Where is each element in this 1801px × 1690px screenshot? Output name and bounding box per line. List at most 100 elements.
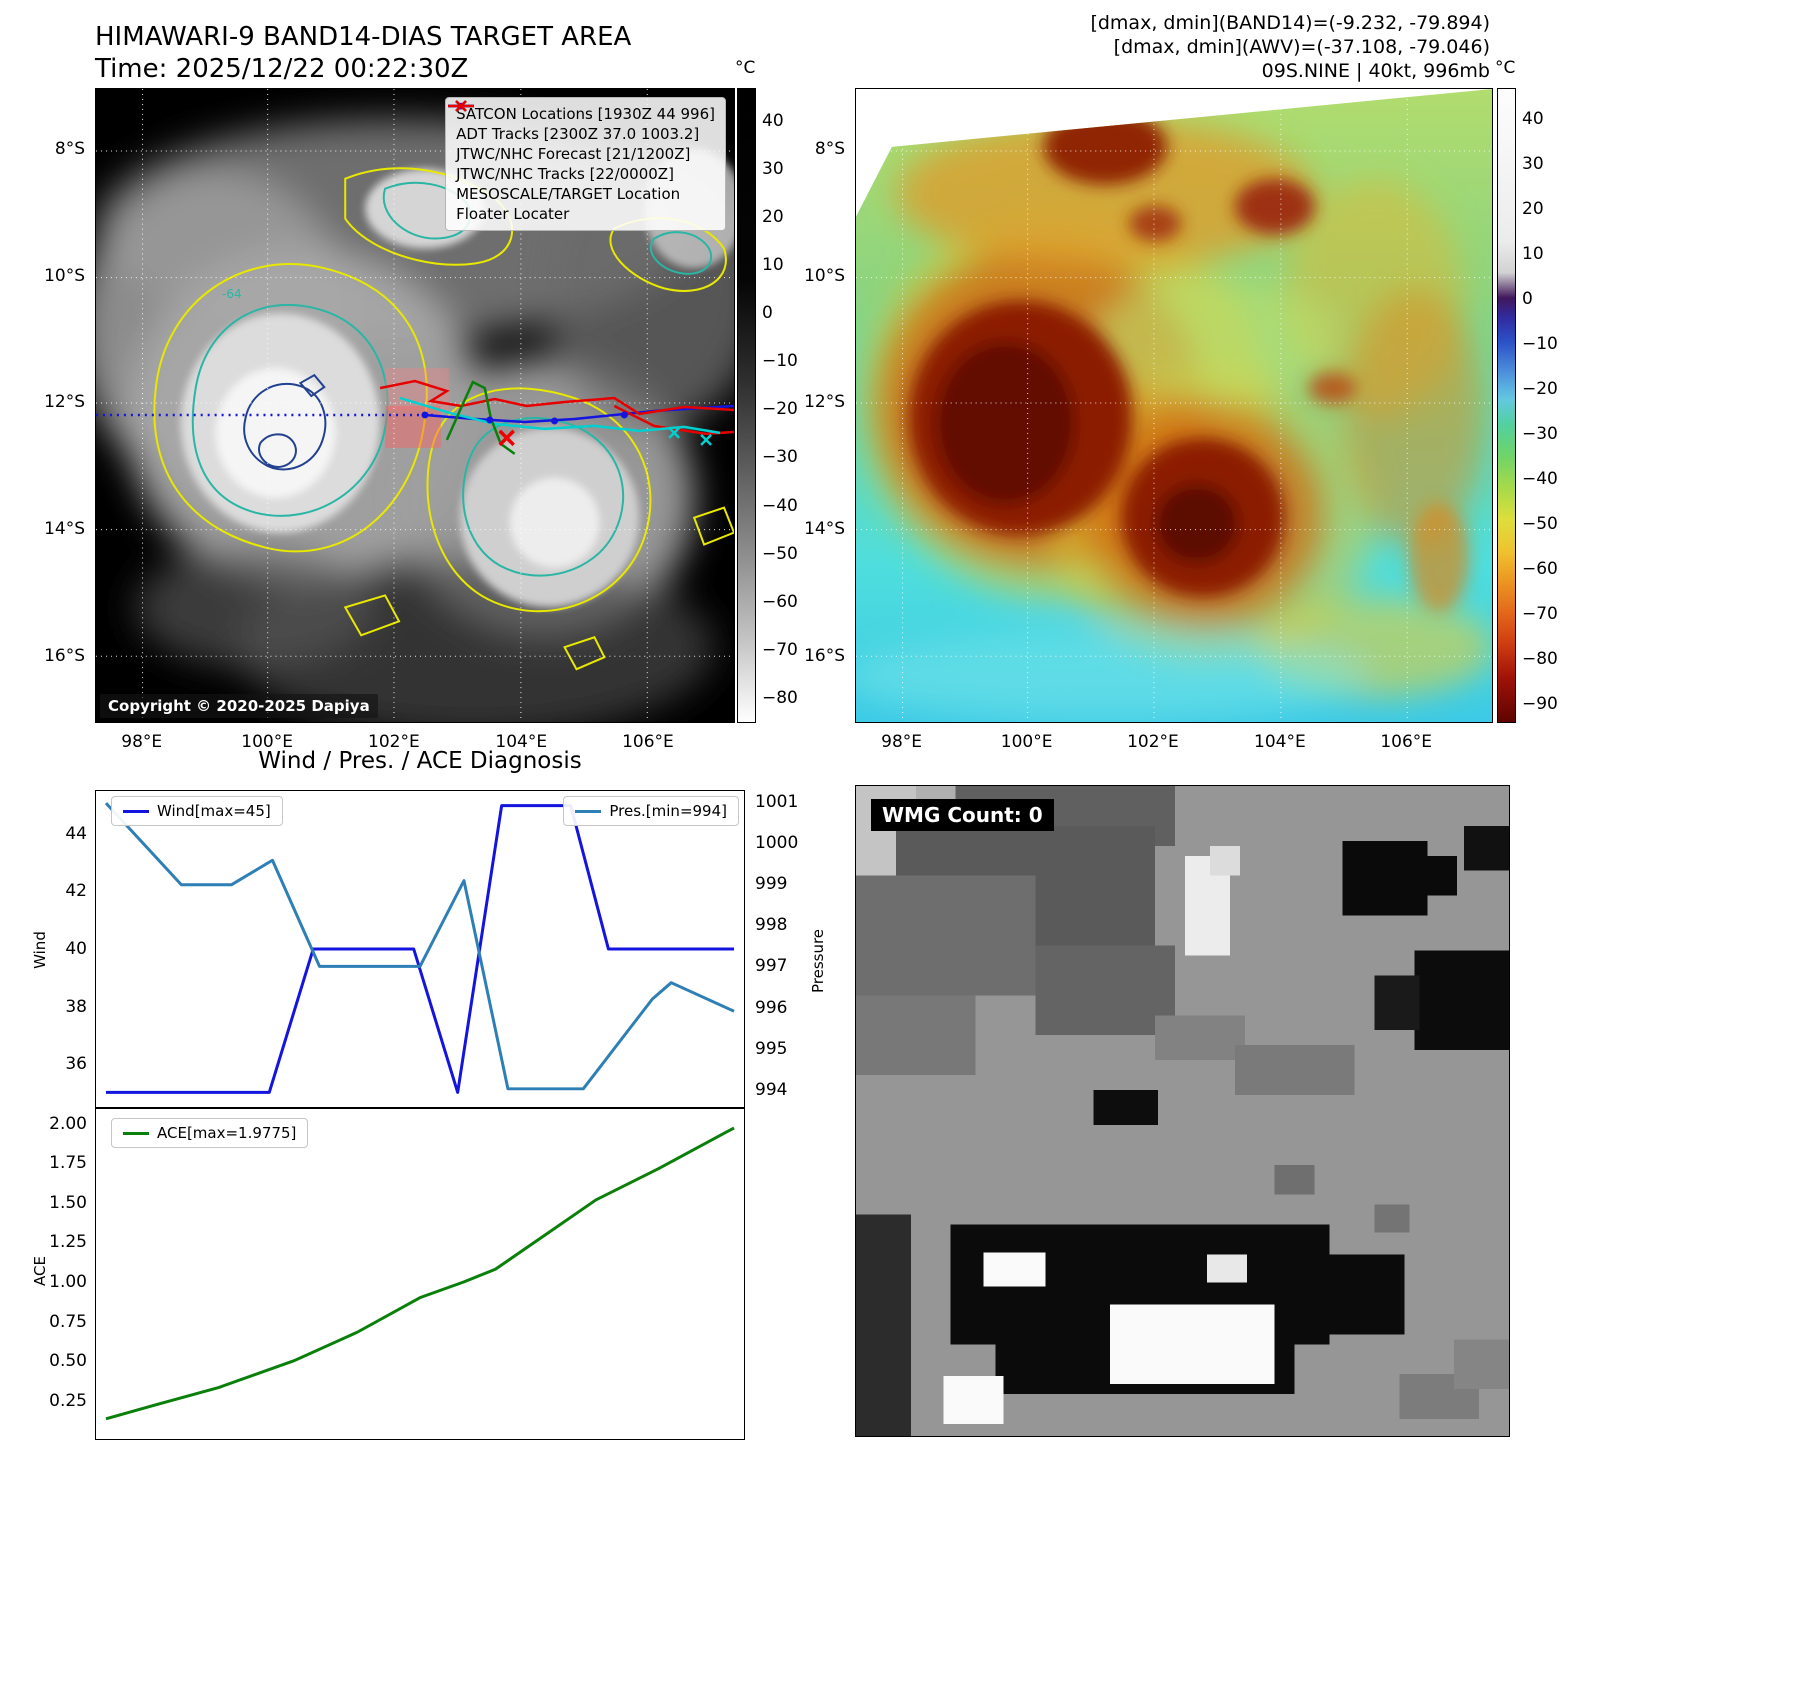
annotation-storm-intensity: 09S.NINE | 40kt, 996mb	[1261, 60, 1490, 82]
colorbar-tick-label: −30	[762, 447, 798, 468]
y-axis-tick-label: 995	[755, 1038, 788, 1059]
colorbar-tick-label: −80	[1522, 648, 1558, 669]
line-icon	[448, 104, 475, 108]
lat-tick-label: 8°S	[814, 139, 845, 160]
y-axis-tick-label: 996	[755, 997, 788, 1018]
colorbar-tick-label: 30	[762, 158, 784, 179]
colorbar-tick-label: −20	[1522, 378, 1558, 399]
wmg-panel: WMG Count: 0	[855, 785, 1510, 1437]
left-panel-time: Time: 2025/12/22 00:22:30Z	[95, 54, 469, 84]
pressure-legend: Pres.[min=994]	[563, 796, 739, 826]
y-axis-tick-label: 0.50	[49, 1351, 87, 1372]
wind-pressure-chart	[95, 790, 745, 1108]
y-axis-tick-label: 998	[755, 915, 788, 936]
colorbar-tick-label: 10	[1522, 243, 1544, 264]
lon-tick-label: 98°E	[881, 732, 922, 752]
y-axis-tick-label: 999	[755, 874, 788, 895]
wmg-classification-image	[856, 786, 1509, 1436]
series-line	[105, 1126, 735, 1421]
temperature-contours-blue	[243, 373, 327, 471]
track-markers	[421, 411, 712, 447]
colorbar-tick-label: −10	[1522, 333, 1558, 354]
legend-item: Floater Locater	[448, 104, 715, 224]
wmg-count-label: WMG Count: 0	[871, 799, 1054, 831]
colorbar-tick-label: −60	[762, 591, 798, 612]
colorbar-tick-label: −90	[1522, 693, 1558, 714]
series-line	[104, 802, 735, 1091]
wind-pressure-plot-area	[104, 802, 735, 1094]
colorbar-tick-label: 0	[762, 303, 773, 324]
pressure-axis-label: Pressure	[809, 928, 827, 994]
lon-tick-label: 98°E	[121, 732, 163, 752]
colorbar-tick-label: −50	[762, 543, 798, 564]
lat-tick-label: 14°S	[804, 518, 845, 539]
ace-line-sample-icon	[123, 1131, 149, 1135]
colorbar-tick-label: −50	[1522, 513, 1558, 534]
map-legend: SATCON Locations [1930Z 44 996] ADT Track…	[445, 97, 726, 231]
y-axis-tick-label: 1.75	[49, 1153, 87, 1174]
lon-tick-label: 102°E	[1127, 732, 1179, 752]
y-axis-tick-label: 42	[65, 881, 87, 902]
wind-line-sample-icon	[123, 809, 149, 813]
colorbar-tick-label: −70	[1522, 603, 1558, 624]
ace-legend-label: ACE[max=1.9775]	[157, 1124, 297, 1142]
y-axis-tick-label: 40	[65, 939, 87, 959]
legend-item-label: MESOSCALE/TARGET Location	[456, 185, 681, 203]
lon-tick-label: 106°E	[622, 732, 674, 752]
series-line	[105, 804, 735, 1094]
wind-legend: Wind[max=45]	[111, 796, 283, 826]
colorbar-tick-label: −40	[1522, 468, 1558, 489]
ace-legend: ACE[max=1.9775]	[111, 1118, 309, 1148]
band14-colorbar	[737, 88, 756, 723]
y-axis-tick-label: 994	[755, 1079, 788, 1100]
legend-item-label: Floater Locater	[456, 205, 570, 223]
colorbar-tick-label: −20	[762, 399, 798, 420]
colorbar-unit-label: °C	[735, 58, 756, 78]
y-axis-tick-label: 0.75	[49, 1311, 87, 1332]
lat-tick-label: 14°S	[44, 518, 85, 539]
colorbar-tick-label: −70	[762, 639, 798, 660]
y-axis-tick-label: 1001	[755, 792, 799, 813]
colorbar-tick-label: −60	[1522, 558, 1558, 579]
legend-item-label: JTWC/NHC Tracks [22/0000Z]	[456, 165, 674, 183]
mesoscale-x-marker	[498, 429, 515, 447]
colorbar-tick-label: 20	[1522, 198, 1544, 219]
colorbar-tick-label: 0	[1522, 288, 1533, 309]
annotation-awv-dmax-dmin: [dmax, dmin](AWV)=(-37.108, -79.046)	[1113, 36, 1490, 58]
mesoscale-target-area	[385, 368, 449, 448]
satcon-x-marker	[700, 434, 712, 446]
contour-value-label: -64	[222, 287, 242, 301]
lat-tick-label: 16°S	[44, 645, 85, 666]
lon-tick-label: 104°E	[495, 732, 548, 752]
legend-item-label: JTWC/NHC Forecast [21/1200Z]	[456, 145, 691, 163]
ace-plot-area	[105, 1126, 735, 1421]
colorbar-tick-label: −30	[1522, 423, 1558, 444]
satcon-x-marker	[668, 427, 681, 439]
annotation-band14-dmax-dmin: [dmax, dmin](BAND14)=(-9.232, -79.894)	[1090, 12, 1490, 34]
awv-satellite-map	[855, 88, 1493, 723]
lon-tick-label: 100°E	[241, 732, 293, 752]
awv-colorbar	[1497, 88, 1516, 723]
lat-tick-label: 12°S	[44, 391, 85, 412]
colorbar-tick-label: −40	[762, 495, 798, 516]
y-axis-tick-label: 2.00	[49, 1113, 87, 1134]
ace-chart	[95, 1108, 745, 1440]
lon-tick-label: 106°E	[1380, 732, 1433, 752]
wind-legend-label: Wind[max=45]	[157, 802, 271, 820]
y-axis-tick-label: 1.50	[49, 1192, 87, 1213]
band14-satellite-map: SATCON Locations [1930Z 44 996] ADT Track…	[95, 88, 735, 723]
lon-tick-label: 104°E	[1254, 732, 1306, 752]
y-axis-tick-label: 1.25	[49, 1232, 87, 1253]
pressure-line-sample-icon	[575, 809, 602, 813]
colorbar-tick-label: −80	[762, 687, 798, 708]
legend-item-label: ADT Tracks [2300Z 37.0 1003.2]	[456, 125, 700, 143]
y-axis-tick-label: 1000	[755, 833, 799, 854]
y-axis-tick-label: 1.00	[49, 1271, 87, 1292]
colorbar-tick-label: 30	[1522, 153, 1544, 174]
grid-lines	[856, 89, 1492, 722]
lon-tick-label: 100°E	[1000, 732, 1053, 752]
y-axis-tick-label: 38	[65, 996, 87, 1017]
lat-tick-label: 12°S	[804, 391, 845, 412]
y-axis-tick-label: 44	[65, 823, 87, 844]
